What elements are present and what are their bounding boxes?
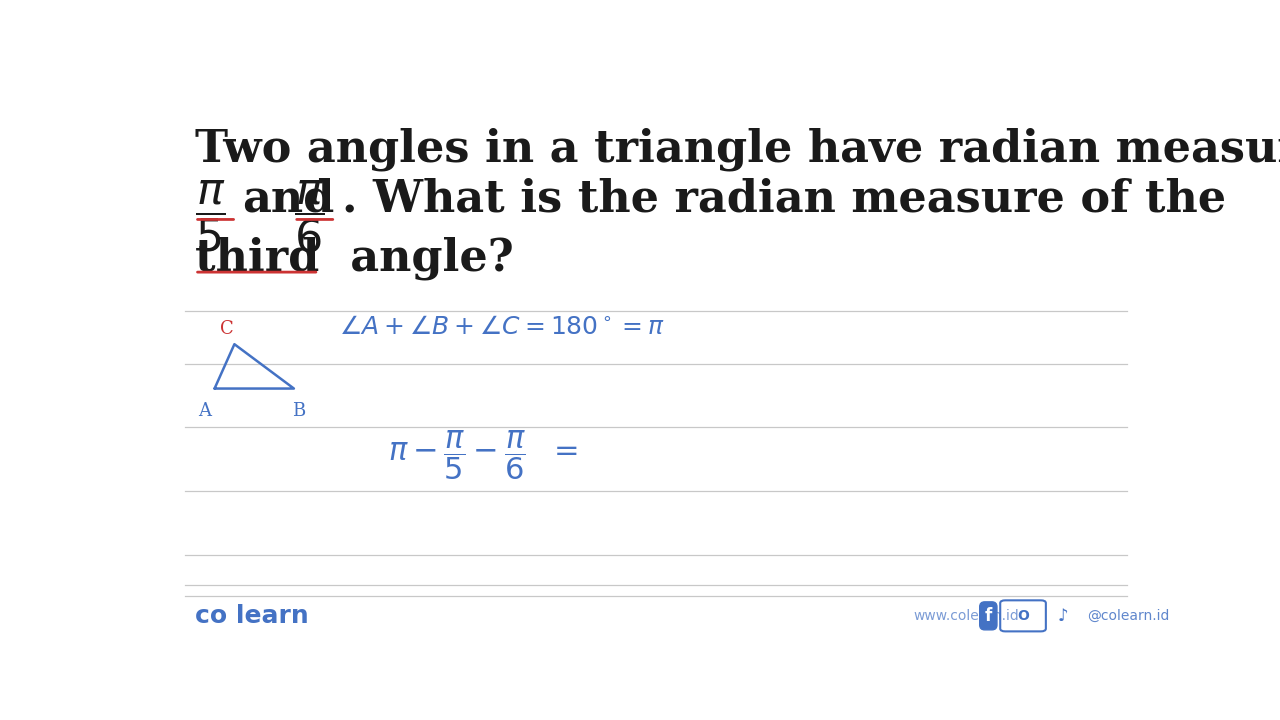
Text: @colearn.id: @colearn.id bbox=[1088, 609, 1170, 623]
Text: A: A bbox=[198, 402, 211, 420]
Text: www.colearn.id: www.colearn.id bbox=[914, 609, 1020, 623]
FancyBboxPatch shape bbox=[1000, 600, 1046, 631]
Text: and: and bbox=[242, 178, 334, 221]
Text: third  angle?: third angle? bbox=[195, 236, 513, 279]
Text: Two angles in a triangle have radian measure: Two angles in a triangle have radian mea… bbox=[195, 128, 1280, 171]
Text: co learn: co learn bbox=[195, 604, 308, 628]
Text: $\dfrac{\pi}{5}$: $\dfrac{\pi}{5}$ bbox=[195, 178, 225, 253]
Text: $\mathit{\angle A + \angle B + \angle C = 180^\circ = \pi}$: $\mathit{\angle A + \angle B + \angle C … bbox=[338, 316, 664, 339]
Text: O: O bbox=[1018, 609, 1029, 623]
Text: C: C bbox=[220, 320, 233, 338]
Text: ♪: ♪ bbox=[1057, 607, 1068, 625]
Text: f: f bbox=[984, 607, 992, 625]
Text: B: B bbox=[292, 402, 306, 420]
Text: $\dfrac{\pi}{6}$: $\dfrac{\pi}{6}$ bbox=[294, 178, 324, 255]
Text: $\pi - \dfrac{\pi}{5} - \dfrac{\pi}{6}$  $=$: $\pi - \dfrac{\pi}{5} - \dfrac{\pi}{6}$ … bbox=[388, 428, 577, 482]
Text: . What is the radian measure of the: . What is the radian measure of the bbox=[342, 178, 1226, 221]
